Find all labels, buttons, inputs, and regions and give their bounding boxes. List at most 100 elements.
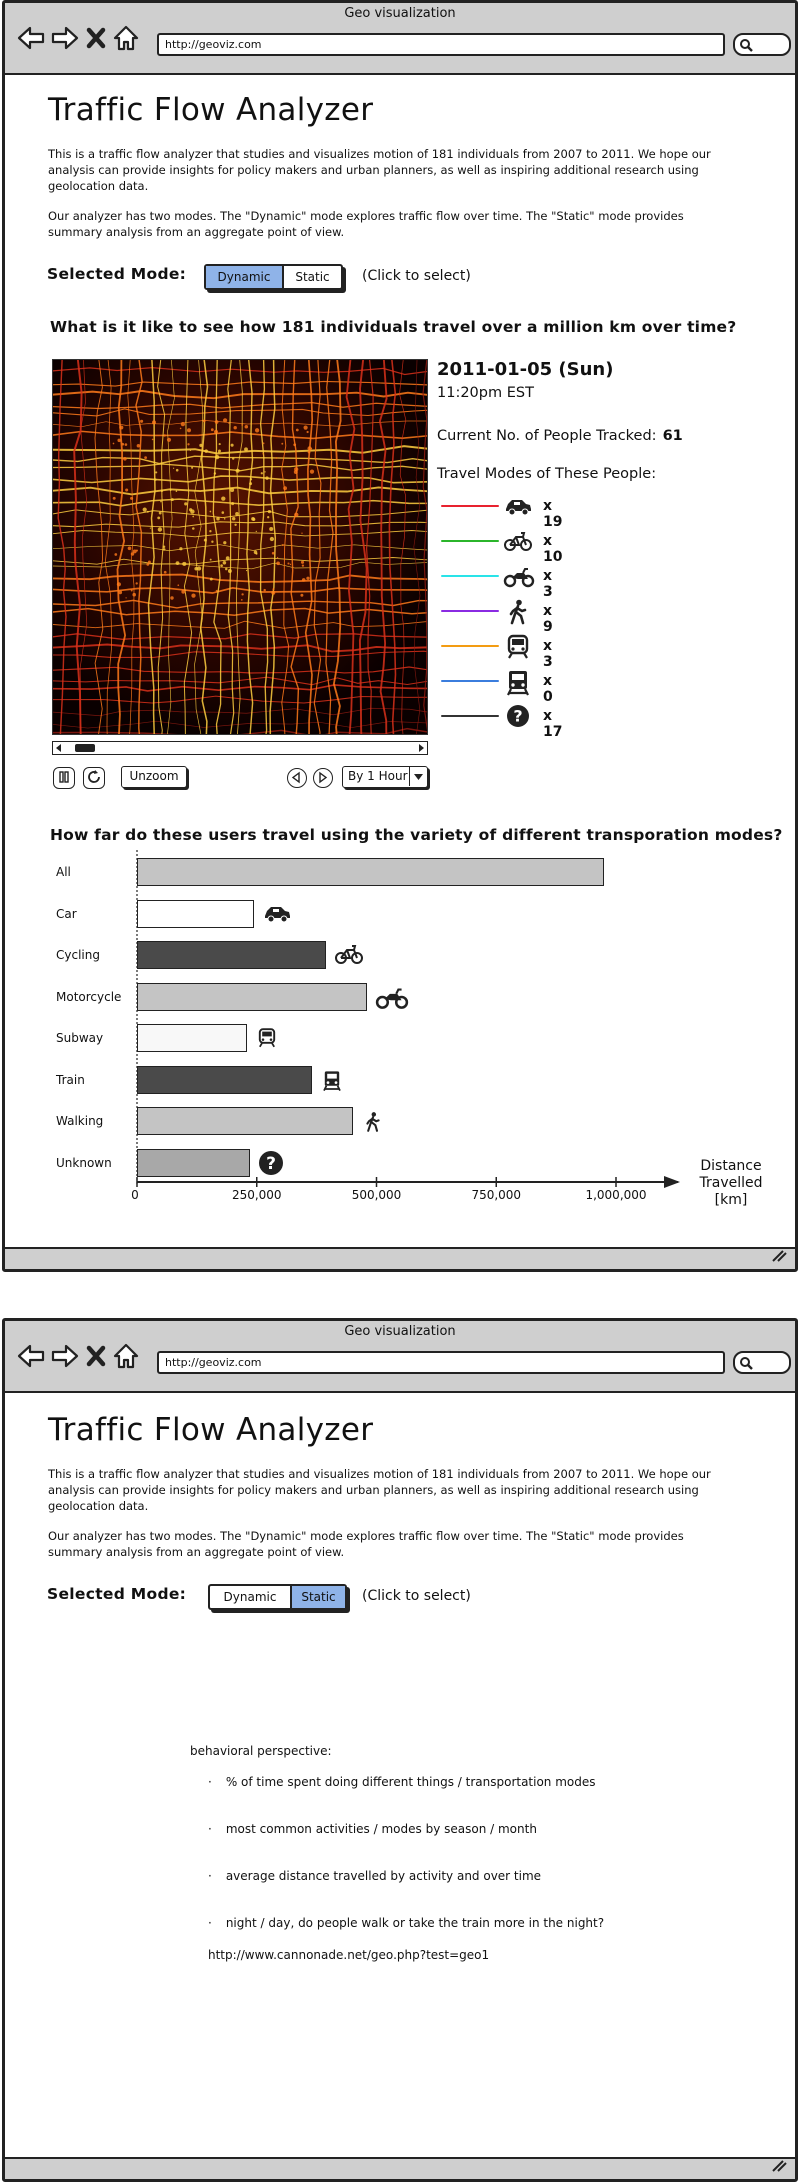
forward-arrow-icon[interactable]	[51, 25, 79, 51]
heatmap-hotspot	[293, 470, 298, 474]
list-item-text: % of time spent doing different things /…	[225, 1775, 596, 1789]
svg-text:?: ?	[266, 1154, 276, 1174]
heatmap-hotspot	[225, 567, 228, 571]
heatmap-hotspot	[114, 553, 118, 556]
heatmap-road	[73, 359, 83, 764]
bar-train[interactable]	[137, 1065, 312, 1094]
heatmap-hotspot	[170, 596, 174, 600]
close-icon[interactable]	[85, 25, 107, 51]
heatmap-road	[227, 359, 235, 738]
heatmap-hotspot	[209, 577, 213, 581]
mode-line-unknown	[441, 715, 499, 717]
heatmap-hotspot	[140, 419, 144, 423]
mode-count-train: x 0	[543, 673, 553, 705]
forward-arrow-icon[interactable]	[51, 1343, 79, 1369]
heatmap-hotspot	[211, 540, 214, 543]
distance-axis-title: Distance Travelled [km]	[694, 1158, 768, 1209]
heatmap-road	[52, 380, 446, 387]
bicycle-icon	[503, 529, 533, 557]
heatmap-hotspot	[281, 544, 284, 547]
resize-grip-icon[interactable]	[771, 1247, 787, 1266]
triangle-left-icon	[288, 771, 305, 790]
heatmap-hotspot	[301, 564, 305, 567]
heatmap-hotspot	[230, 487, 235, 493]
heatmap-hotspot	[142, 507, 147, 512]
subway-icon	[255, 1025, 279, 1055]
intro-paragraph: This is a traffic flow analyzer that stu…	[48, 1467, 711, 1513]
heatmap-hotspot	[136, 444, 141, 448]
list-item-text: most common activities / modes by season…	[225, 1822, 537, 1836]
heatmap-road	[388, 359, 397, 770]
mode-static-button[interactable]: Static	[292, 1586, 345, 1608]
replay-button[interactable]	[83, 767, 105, 789]
selected-mode-label: Selected Mode:	[47, 1585, 187, 1603]
heatmap-hotspot	[163, 570, 167, 574]
home-icon[interactable]	[113, 25, 139, 51]
bar-all[interactable]	[137, 858, 605, 886]
page-title: Traffic Flow Analyzer	[48, 92, 374, 128]
close-icon[interactable]	[85, 1343, 107, 1369]
distance-question: How far do these users travel using the …	[50, 826, 783, 844]
heatmap-hotspot	[240, 599, 243, 601]
axis-title-line: Travelled	[699, 1175, 763, 1191]
traffic-heatmap[interactable]	[52, 359, 473, 777]
mode-line-motorcycle	[441, 575, 499, 577]
bar-car[interactable]	[137, 899, 255, 928]
heatmap-hotspot	[263, 588, 266, 592]
heatmap-hotspot	[160, 500, 162, 503]
pause-button[interactable]	[53, 767, 75, 789]
unzoom-button[interactable]: Unzoom	[121, 766, 187, 788]
heatmap-road	[52, 607, 459, 616]
heatmap-hotspot	[252, 517, 256, 521]
timeline-thumb[interactable]	[74, 744, 95, 752]
list-item: · % of time spent doing different things …	[208, 1775, 596, 1789]
question-icon: ?	[503, 704, 533, 734]
bar-walking[interactable]	[137, 1107, 353, 1135]
mode-static-button[interactable]: Static	[295, 270, 330, 284]
bar-motorcycle[interactable]	[137, 982, 367, 1011]
heatmap-hotspot	[255, 530, 257, 533]
browser-statusbar	[5, 1247, 795, 1269]
interval-select[interactable]: By 1 Hour	[342, 766, 428, 788]
address-bar[interactable]: http://geoviz.com	[157, 1351, 725, 1374]
heatmap-hotspot	[181, 589, 186, 594]
step-forward-button[interactable]	[313, 768, 333, 788]
resize-grip-icon[interactable]	[771, 2157, 787, 2176]
heatmap-hotspot	[245, 569, 248, 572]
pause-icon	[55, 771, 73, 789]
mode-line-bicycle	[441, 540, 499, 542]
heatmap-hotspot	[265, 476, 269, 480]
heatmap-road	[281, 359, 290, 754]
step-back-button[interactable]	[287, 768, 307, 788]
heatmap-road	[52, 666, 454, 675]
scroll-right-icon[interactable]	[416, 743, 426, 753]
reference-link[interactable]: http://www.cannonade.net/geo.php?test=ge…	[208, 1948, 490, 1962]
heatmap-hotspot	[294, 512, 299, 517]
browser-search-field[interactable]	[733, 33, 791, 56]
home-icon[interactable]	[113, 1343, 139, 1369]
mode-dynamic-button[interactable]: Dynamic	[210, 1586, 292, 1608]
heatmap-hotspot	[264, 471, 266, 473]
window-title: Geo visualization	[344, 1324, 456, 1339]
heatmap-hotspot	[301, 532, 303, 534]
bar-cycling[interactable]	[137, 941, 327, 969]
traffic-heatmap-image	[52, 359, 473, 777]
scroll-left-icon[interactable]	[54, 743, 64, 753]
browser-search-field[interactable]	[733, 1351, 791, 1374]
heatmap-hotspot	[235, 512, 239, 516]
bar-unknown[interactable]	[137, 1148, 250, 1177]
heatmap-hotspot	[209, 530, 212, 533]
heatmap-hotspot	[166, 437, 172, 442]
mode-line-walking	[441, 610, 499, 612]
heatmap-hotspot	[170, 498, 174, 502]
address-bar[interactable]: http://geoviz.com	[157, 33, 725, 56]
svg-text:?: ?	[513, 707, 522, 726]
back-arrow-icon[interactable]	[17, 25, 45, 51]
bar-subway[interactable]	[137, 1024, 248, 1052]
mode-dynamic-button[interactable]: Dynamic	[206, 266, 284, 288]
bar-label: Subway	[56, 1031, 104, 1045]
timeline-scrollbar[interactable]	[52, 741, 428, 755]
chevron-down-icon[interactable]	[409, 767, 427, 786]
back-arrow-icon[interactable]	[17, 1343, 45, 1369]
heatmap-hotspot	[158, 511, 162, 515]
